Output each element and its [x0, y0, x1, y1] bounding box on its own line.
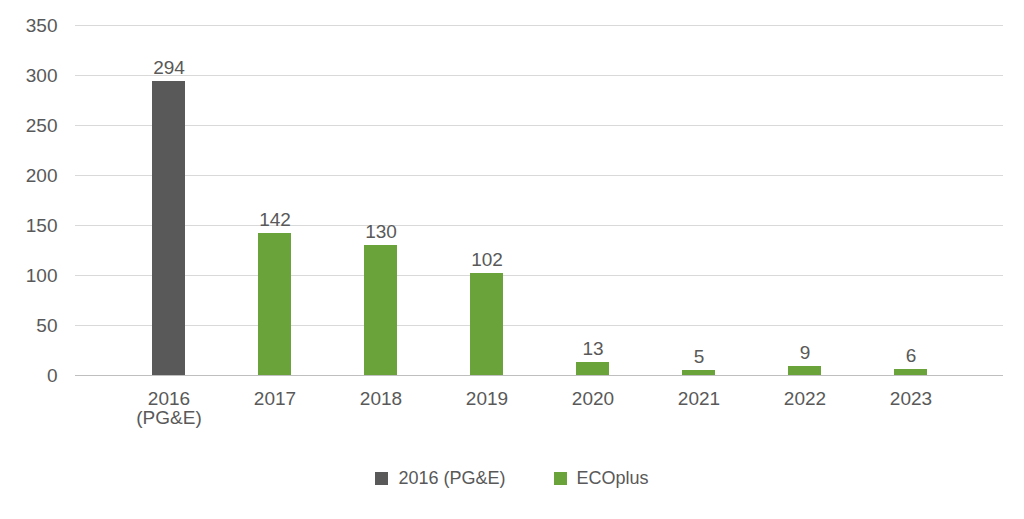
- svg-text:2016(PG&E): 2016(PG&E): [136, 388, 201, 428]
- svg-text:294: 294: [153, 57, 185, 78]
- svg-text:9: 9: [800, 342, 811, 363]
- svg-text:6: 6: [906, 345, 917, 366]
- svg-text:2019: 2019: [466, 388, 508, 409]
- svg-text:102: 102: [471, 249, 503, 270]
- svg-text:200: 200: [26, 165, 58, 186]
- svg-text:350: 350: [26, 15, 58, 36]
- svg-text:250: 250: [26, 115, 58, 136]
- html-text:2016 (PG&E): 2016 (PG&E): [398, 468, 506, 488]
- svg-text:50: 50: [36, 315, 57, 336]
- svg-text:150: 150: [26, 215, 58, 236]
- svg-text:2018: 2018: [360, 388, 402, 409]
- svg-text:2023: 2023: [890, 388, 932, 409]
- svg-text:2021: 2021: [678, 388, 720, 409]
- svg-text:2017: 2017: [254, 388, 296, 409]
- svg-text:2022: 2022: [784, 388, 826, 409]
- svg-text:300: 300: [26, 65, 58, 86]
- svg-text:130: 130: [365, 221, 397, 242]
- svg-text:5: 5: [694, 346, 705, 367]
- svg-text:142: 142: [259, 209, 291, 230]
- svg-text:13: 13: [582, 338, 603, 359]
- svg-text:2020: 2020: [572, 388, 614, 409]
- html-text:ECOplus: ECOplus: [576, 468, 649, 488]
- svg-text:100: 100: [26, 265, 58, 286]
- svg-text:0: 0: [47, 365, 58, 386]
